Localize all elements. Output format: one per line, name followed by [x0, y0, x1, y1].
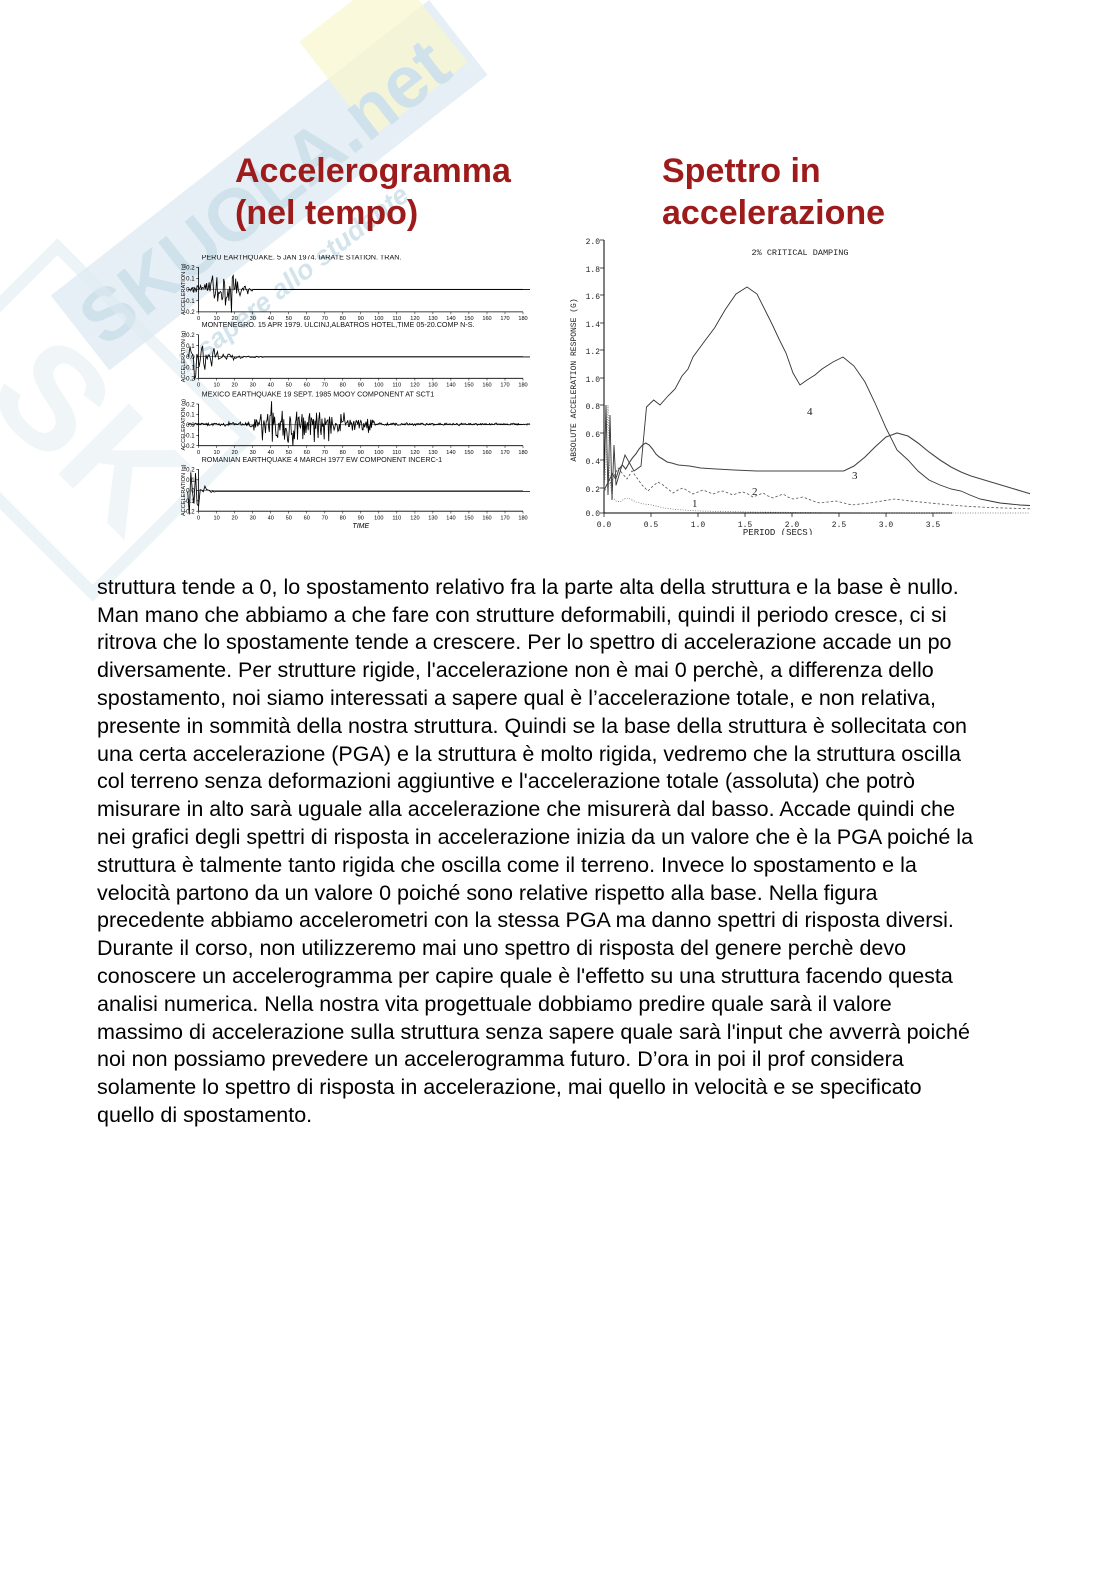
svg-text:80: 80 — [340, 516, 346, 522]
svg-text:0: 0 — [197, 383, 200, 389]
svg-text:1.0: 1.0 — [691, 521, 706, 530]
svg-text:0.1: 0.1 — [186, 412, 195, 419]
svg-text:170: 170 — [500, 450, 509, 456]
svg-text:0.2: 0.2 — [186, 265, 195, 272]
svg-text:0: 0 — [197, 516, 200, 522]
svg-text:2.5: 2.5 — [832, 521, 847, 530]
svg-text:0.5: 0.5 — [644, 521, 659, 530]
svg-text:150: 150 — [464, 450, 473, 456]
svg-text:160: 160 — [482, 383, 491, 389]
svg-text:ROMANIAN EARTHQUAKE 4 MARCH 19: ROMANIAN EARTHQUAKE 4 MARCH 1977 EW COMP… — [202, 455, 443, 464]
svg-text:PERIOD (SECS): PERIOD (SECS) — [743, 528, 813, 535]
svg-text:100: 100 — [374, 516, 383, 522]
svg-text:40: 40 — [268, 516, 274, 522]
svg-text:180: 180 — [518, 450, 527, 456]
svg-text:90: 90 — [358, 516, 364, 522]
svg-text:90: 90 — [358, 383, 364, 389]
svg-text:1.6: 1.6 — [586, 293, 601, 302]
svg-text:2: 2 — [752, 486, 758, 498]
svg-text:180: 180 — [518, 383, 527, 389]
svg-text:0.6: 0.6 — [586, 431, 601, 440]
svg-text:30: 30 — [250, 383, 256, 389]
svg-text:140: 140 — [446, 516, 455, 522]
svg-text:70: 70 — [322, 383, 328, 389]
svg-text:0.0: 0.0 — [586, 510, 601, 519]
svg-text:170: 170 — [500, 383, 509, 389]
svg-text:100: 100 — [374, 383, 383, 389]
svg-text:1.8: 1.8 — [586, 266, 601, 275]
svg-text:2% CRITICAL DAMPING: 2% CRITICAL DAMPING — [752, 248, 849, 258]
svg-text:ABSOLUTE ACCELERATION RESPONSE: ABSOLUTE ACCELERATION RESPONSE (G) — [570, 298, 579, 461]
svg-text:40: 40 — [268, 383, 274, 389]
svg-text:ACCELERATION (g): ACCELERATION (g) — [181, 399, 187, 451]
svg-text:ACCELERATION (g): ACCELERATION (g) — [181, 263, 187, 315]
svg-text:80: 80 — [340, 383, 346, 389]
svg-text:0.2: 0.2 — [186, 332, 195, 339]
svg-text:50: 50 — [286, 516, 292, 522]
svg-text:150: 150 — [464, 516, 473, 522]
svg-text:70: 70 — [322, 516, 328, 522]
svg-text:TIME: TIME — [352, 523, 369, 530]
svg-text:60: 60 — [304, 516, 310, 522]
svg-text:20: 20 — [231, 516, 237, 522]
svg-text:MEXICO EARTHQUAKE 19 SEPT. 19: MEXICO EARTHQUAKE 19 SEPT. 1985 MOOY COM… — [202, 389, 435, 398]
svg-text:50: 50 — [286, 383, 292, 389]
svg-text:0.0: 0.0 — [597, 521, 612, 530]
svg-text:140: 140 — [446, 383, 455, 389]
svg-text:PERU EARTHQUAKE. 5 JAN 1974. I: PERU EARTHQUAKE. 5 JAN 1974. IARATE STAT… — [202, 255, 402, 262]
svg-text:30: 30 — [250, 516, 256, 522]
svg-text:160: 160 — [482, 316, 491, 322]
svg-text:140: 140 — [446, 450, 455, 456]
svg-text:4: 4 — [807, 406, 813, 418]
svg-text:120: 120 — [410, 383, 419, 389]
svg-text:170: 170 — [500, 516, 509, 522]
svg-text:150: 150 — [464, 383, 473, 389]
svg-text:3: 3 — [852, 470, 858, 482]
svg-text:180: 180 — [518, 316, 527, 322]
svg-text:1: 1 — [692, 498, 698, 510]
svg-text:10: 10 — [213, 516, 219, 522]
svg-text:110: 110 — [392, 383, 401, 389]
svg-text:0: 0 — [197, 450, 200, 456]
svg-text:180: 180 — [518, 516, 527, 522]
svg-text:0: 0 — [197, 316, 200, 322]
svg-text:160: 160 — [482, 516, 491, 522]
svg-text:1.2: 1.2 — [586, 348, 601, 357]
svg-text:130: 130 — [428, 516, 437, 522]
svg-text:60: 60 — [304, 383, 310, 389]
svg-text:0.2: 0.2 — [586, 486, 601, 495]
svg-text:ACCELERATION (g): ACCELERATION (g) — [181, 464, 187, 516]
svg-text:ACCELERATION (g): ACCELERATION (g) — [181, 331, 187, 383]
svg-text:160: 160 — [482, 450, 491, 456]
svg-text:MONTENEGRO. 15 APR 1979. ULCIN: MONTENEGRO. 15 APR 1979. ULCINJ,ALBATROS… — [202, 320, 475, 329]
svg-text:1.4: 1.4 — [586, 321, 601, 330]
svg-text:130: 130 — [428, 383, 437, 389]
svg-text:1.0: 1.0 — [586, 376, 601, 385]
svg-text:3.5: 3.5 — [926, 521, 941, 530]
svg-text:0.4: 0.4 — [586, 458, 601, 467]
svg-text:0.8: 0.8 — [586, 403, 601, 412]
svg-text:110: 110 — [392, 516, 401, 522]
svg-text:20: 20 — [231, 383, 237, 389]
svg-text:0.2: 0.2 — [186, 401, 195, 408]
svg-text:170: 170 — [500, 316, 509, 322]
svg-text:3.0: 3.0 — [879, 521, 894, 530]
svg-text:2.0: 2.0 — [586, 238, 601, 247]
svg-text:0.1: 0.1 — [186, 276, 195, 283]
svg-text:10: 10 — [213, 383, 219, 389]
svg-text:120: 120 — [410, 516, 419, 522]
